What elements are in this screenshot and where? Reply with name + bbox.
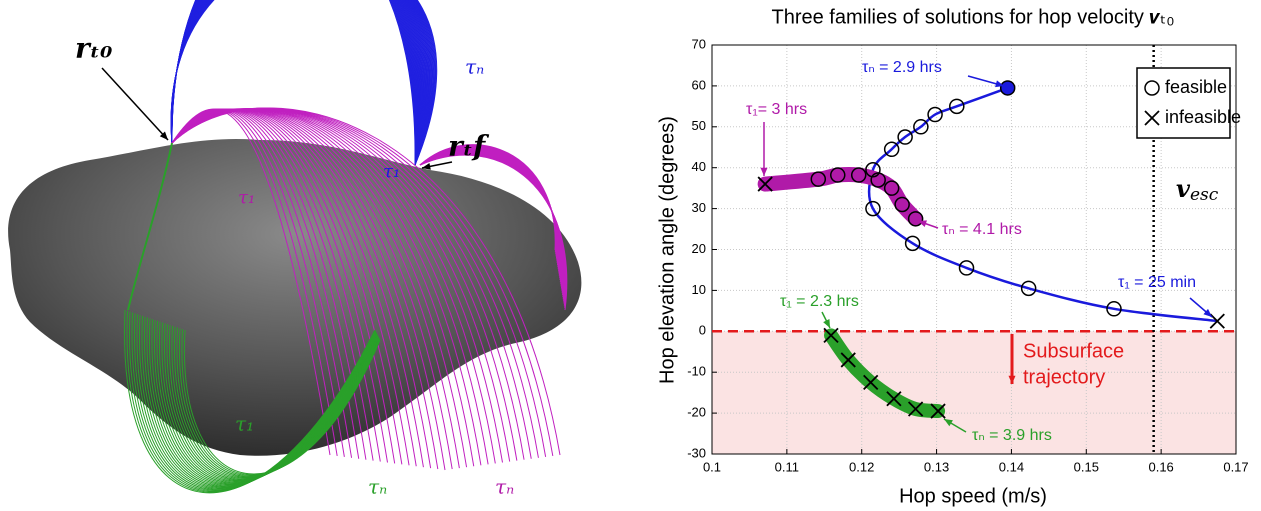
arrow-shaft bbox=[102, 68, 168, 140]
annotation: τ₁= 3 hrs bbox=[746, 101, 807, 118]
y-tick-label: -10 bbox=[687, 364, 706, 379]
illustration-label: τₙ bbox=[465, 55, 484, 79]
x-tick-label: 0.13 bbox=[924, 459, 949, 474]
escape-subscript: esc bbox=[1190, 185, 1219, 205]
chart-title: Three families of solutions for hop velo… bbox=[772, 6, 1175, 28]
x-tick-label: 0.14 bbox=[999, 459, 1024, 474]
y-tick-label: 70 bbox=[692, 36, 706, 51]
asteroid bbox=[8, 139, 581, 456]
escape-symbol: 𝒗 bbox=[1176, 174, 1191, 203]
escape-label: 𝒗esc bbox=[1176, 174, 1219, 205]
annotation: τₙ = 4.1 hrs bbox=[942, 221, 1022, 238]
illustration-label: τₙ bbox=[368, 475, 387, 499]
legend-label: feasible bbox=[1165, 77, 1227, 97]
annotation: τ₁ = 2.3 hrs bbox=[780, 293, 859, 310]
illustration-label: τ₁ bbox=[383, 161, 400, 182]
subsurface-label: Subsurface bbox=[1023, 340, 1124, 362]
illustration-label: τ₁ bbox=[235, 412, 254, 436]
annotation: τₙ = 2.9 hrs bbox=[862, 59, 942, 76]
annotation: τ₁ = 25 min bbox=[1118, 274, 1196, 291]
arrow-head bbox=[760, 168, 767, 176]
y-tick-label: 50 bbox=[692, 118, 706, 133]
page: Three families of solutions for hop velo… bbox=[0, 0, 1261, 511]
x-axis-label: Hop speed (m/s) bbox=[899, 485, 1047, 507]
subsurface-label: trajectory bbox=[1023, 366, 1105, 388]
y-tick-label: 40 bbox=[692, 159, 706, 174]
illustration-label: 𝒓ₜf bbox=[448, 130, 490, 163]
y-tick-label: 60 bbox=[692, 77, 706, 92]
y-tick-label: 20 bbox=[692, 241, 706, 256]
illustration-label: τₙ bbox=[495, 475, 514, 499]
y-tick-label: 30 bbox=[692, 200, 706, 215]
filled-marker bbox=[1001, 81, 1015, 95]
y-tick-label: -30 bbox=[687, 445, 706, 460]
y-axis-label: Hop elevation angle (degrees) bbox=[656, 116, 678, 384]
x-tick-label: 0.11 bbox=[775, 459, 799, 474]
y-tick-label: 0 bbox=[699, 323, 706, 338]
y-tick-label: -20 bbox=[687, 405, 706, 420]
y-tick-label: 10 bbox=[692, 282, 706, 297]
illustration-label: τ₁ bbox=[238, 187, 255, 208]
annotation: τₙ = 3.9 hrs bbox=[972, 427, 1052, 444]
x-tick-label: 0.15 bbox=[1074, 459, 1099, 474]
illustration-label: 𝒓ₜ₀ bbox=[75, 32, 112, 65]
legend-label: infeasible bbox=[1165, 107, 1241, 127]
x-tick-label: 0.12 bbox=[849, 459, 874, 474]
x-tick-label: 0.17 bbox=[1223, 459, 1248, 474]
x-tick-label: 0.1 bbox=[703, 459, 721, 474]
x-tick-label: 0.16 bbox=[1148, 459, 1173, 474]
